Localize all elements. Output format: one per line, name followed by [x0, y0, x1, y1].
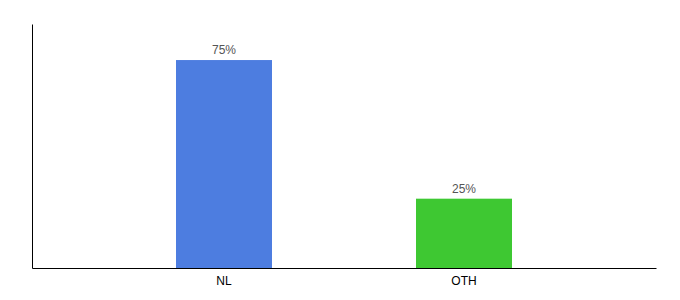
chart-svg: NL OTH 75% 25% — [0, 0, 680, 300]
bars — [176, 60, 512, 268]
x-tick: OTH — [451, 274, 476, 288]
data-label: 75% — [212, 43, 236, 57]
data-labels: 75% 25% — [212, 43, 476, 196]
bar — [416, 199, 512, 268]
x-axis: NL OTH — [33, 269, 657, 288]
x-tick-label: OTH — [451, 274, 476, 288]
x-tick: NL — [216, 274, 232, 288]
plot-area: NL OTH 75% 25% — [33, 25, 657, 288]
chart-container: NL OTH 75% 25% — [0, 0, 680, 300]
x-axis-line — [33, 268, 657, 269]
bar — [176, 60, 272, 268]
y-axis-line — [32, 25, 33, 269]
x-tick-label: NL — [216, 274, 232, 288]
y-axis — [32, 25, 33, 269]
data-label: 25% — [452, 182, 476, 196]
